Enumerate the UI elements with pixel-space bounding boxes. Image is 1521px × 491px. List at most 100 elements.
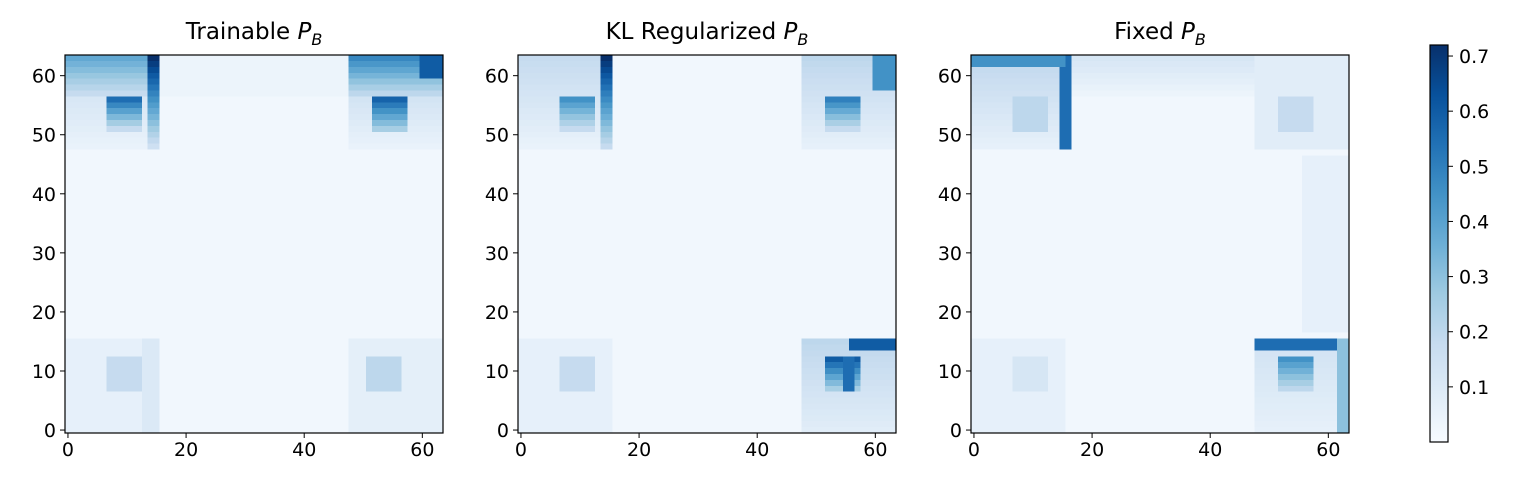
heatmap-cell <box>431 155 438 162</box>
heatmap-cell <box>301 137 308 144</box>
heatmap-cell <box>401 167 408 174</box>
heatmap-cell <box>419 255 426 262</box>
heatmap-cell <box>100 90 107 97</box>
heatmap-cell <box>771 368 778 374</box>
heatmap-cell <box>147 368 154 374</box>
heatmap-cell <box>70 291 77 298</box>
heatmap-cell <box>582 391 589 398</box>
heatmap-cell <box>230 397 237 404</box>
heatmap-cell <box>571 385 578 392</box>
heatmap-cell <box>378 190 384 197</box>
heatmap-cell <box>431 373 438 380</box>
heatmap-cell <box>736 373 743 380</box>
heatmap-cell <box>271 320 278 327</box>
heatmap-cell <box>153 78 160 85</box>
heatmap-cell <box>301 314 308 321</box>
heatmap-cell <box>659 373 666 380</box>
heatmap-cell <box>248 184 255 191</box>
heatmap-cell <box>795 421 802 428</box>
heatmap-cell <box>348 350 355 357</box>
heatmap-cell <box>295 297 302 304</box>
heatmap-cell <box>259 379 266 386</box>
heatmap-cell <box>807 373 814 380</box>
heatmap-cell <box>283 415 290 422</box>
heatmap-cell <box>171 350 178 357</box>
heatmap-cell <box>318 108 325 115</box>
heatmap-cell <box>147 338 154 345</box>
heatmap-cell <box>129 415 136 422</box>
heatmap-cell <box>230 66 237 73</box>
heatmap-cell <box>437 421 444 428</box>
heatmap-cell <box>248 202 255 209</box>
heatmap-cell <box>259 356 266 363</box>
heatmap-cell <box>529 356 536 363</box>
heatmap-cell <box>336 314 343 321</box>
heatmap-cell <box>236 326 243 333</box>
heatmap-cell <box>577 356 584 363</box>
heatmap-cell <box>88 415 95 422</box>
heatmap-cell <box>401 232 408 239</box>
heatmap-cell <box>159 415 166 422</box>
heatmap-cell <box>230 267 237 274</box>
heatmap-cell <box>165 232 172 239</box>
heatmap-cell <box>248 208 255 215</box>
heatmap-cell <box>683 350 690 357</box>
heatmap-cell <box>354 338 361 345</box>
heatmap-cell <box>378 208 384 215</box>
heatmap-cell <box>588 397 595 404</box>
heatmap-cell <box>771 373 778 380</box>
heatmap-cell <box>206 155 213 162</box>
heatmap-cell <box>242 238 249 245</box>
heatmap-cell <box>218 102 225 109</box>
heatmap-cell <box>307 66 314 73</box>
heatmap-cell <box>283 137 290 144</box>
heatmap-cell <box>135 421 142 428</box>
heatmap-cell <box>389 184 396 191</box>
heatmap-cell <box>872 427 879 434</box>
heatmap-cell <box>389 273 396 280</box>
heatmap-cell <box>153 202 160 209</box>
heatmap-cell <box>254 102 260 109</box>
heatmap-cell <box>884 385 891 392</box>
heatmap-cell <box>242 326 249 333</box>
heatmap-cell <box>425 214 432 221</box>
heatmap-cell <box>324 397 331 404</box>
heatmap-cell <box>600 350 607 357</box>
heatmap-cell <box>413 214 420 221</box>
heatmap-cell <box>206 167 213 174</box>
heatmap-cell <box>431 167 438 174</box>
heatmap-cell <box>230 373 237 380</box>
heatmap-cell <box>200 291 207 298</box>
heatmap-cell <box>212 279 219 286</box>
heatmap-cell <box>76 255 83 262</box>
heatmap-cell <box>200 184 207 191</box>
heatmap-cell <box>372 173 379 180</box>
heatmap-cell <box>165 60 172 67</box>
heatmap-cell <box>618 385 625 392</box>
heatmap-cell <box>265 184 272 191</box>
heatmap-cell <box>206 308 213 315</box>
heatmap-cell <box>100 232 107 239</box>
heatmap-cell <box>831 403 837 410</box>
heatmap-cell <box>183 102 190 109</box>
heatmap-cell <box>813 415 820 422</box>
heatmap-cell <box>94 356 101 363</box>
heatmap-cell <box>437 184 444 191</box>
heatmap-cell <box>872 362 879 369</box>
heatmap-cell <box>129 297 136 304</box>
heatmap-cell <box>65 232 71 239</box>
heatmap-cell <box>289 125 296 132</box>
heatmap-cell <box>189 102 195 109</box>
heatmap-cell <box>330 273 337 280</box>
heatmap-cell <box>677 403 684 410</box>
heatmap-cell <box>425 72 432 79</box>
heatmap-cell <box>70 84 77 91</box>
heatmap-cell <box>389 196 396 203</box>
heatmap-cell <box>348 184 355 191</box>
heatmap-cell <box>112 220 119 227</box>
heatmap-cell <box>372 196 379 203</box>
heatmap-cell <box>289 232 296 239</box>
heatmap-cell <box>600 373 607 380</box>
heatmap-cell <box>70 72 77 79</box>
heatmap-cell <box>425 114 432 121</box>
